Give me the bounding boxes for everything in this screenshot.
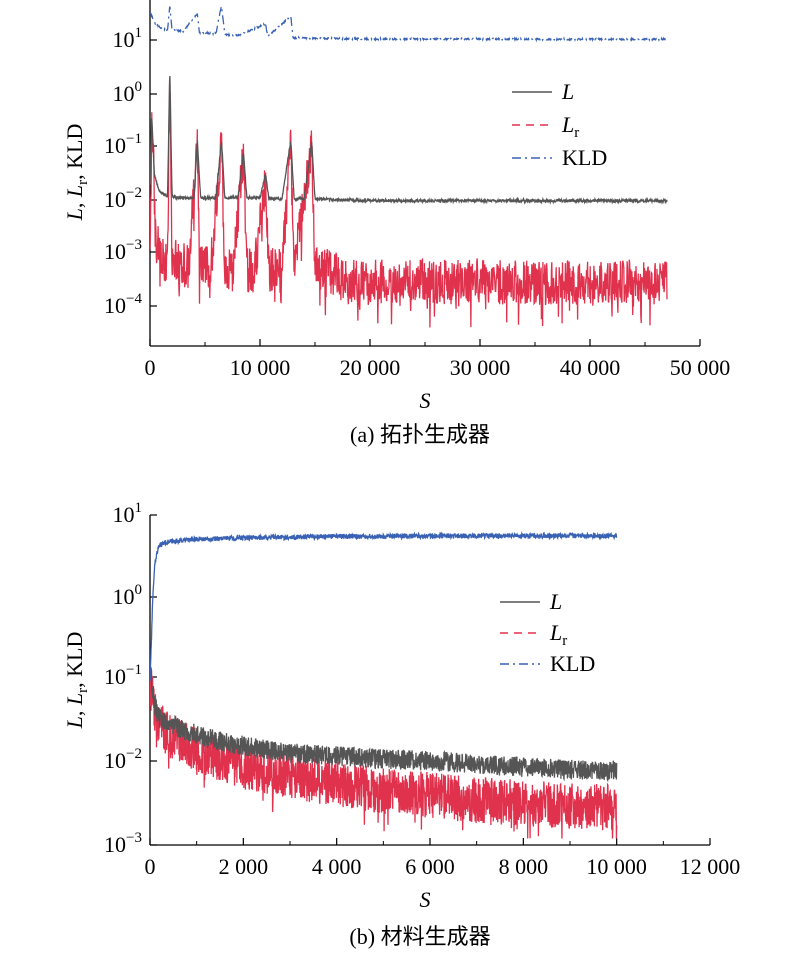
x-tick-label: 6 000 — [405, 854, 455, 879]
y-tick-label: 10−3 — [104, 830, 142, 857]
series-line-l — [150, 666, 618, 783]
x-tick-label: 40 000 — [560, 355, 621, 380]
legend-label-l: L — [561, 79, 574, 104]
y-tick-label: 100 — [113, 79, 143, 106]
x-tick-label: 30 000 — [450, 355, 511, 380]
x-tick-label: 0 — [145, 355, 156, 380]
panel-caption: (b) 材料生成器 — [349, 924, 490, 949]
series-line-l — [150, 75, 668, 205]
x-tick-label: 20 000 — [340, 355, 401, 380]
x-axis-title: S — [420, 388, 431, 413]
legend-label-kld: KLD — [562, 145, 607, 170]
y-axis-title: L, Lr, KLD — [62, 124, 91, 222]
x-axis-title: S — [420, 887, 431, 912]
y-tick-label: 100 — [113, 582, 143, 609]
chart-panel-b: 0 2 000 4 000 6 000 8 000 10 000 12 000 101 100 1… — [62, 500, 740, 949]
legend-label-lr: Lr — [561, 112, 579, 141]
x-tick-label: 10 000 — [586, 854, 647, 879]
y-tick-label: 10−2 — [104, 746, 142, 773]
y-tick-label: 10−1 — [104, 662, 142, 689]
y-tick-label: 101 — [113, 500, 143, 527]
x-tick-label: 50 000 — [670, 355, 731, 380]
legend-label-lr: Lr — [549, 620, 567, 649]
x-tick-label: 0 — [145, 854, 156, 879]
y-tick-label: 10−2 — [104, 185, 142, 212]
x-tick-label: 2 000 — [219, 854, 269, 879]
y-tick-label: 101 — [113, 25, 143, 52]
y-tick-label: 10−3 — [104, 237, 142, 264]
y-axis-title: L, Lr, KLD — [62, 632, 91, 730]
legend-label-l: L — [549, 589, 562, 614]
x-tick-label: 8 000 — [499, 854, 549, 879]
series-line-lr — [150, 82, 668, 328]
y-tick-label: 10−4 — [104, 291, 142, 318]
chart-panel-a: 0 10 000 20 000 30 000 40 000 50 000 101 100 10−… — [62, 0, 730, 447]
series-line-kld — [150, 531, 618, 682]
legend-label-kld: KLD — [550, 651, 595, 676]
y-tick-label: 10−1 — [104, 131, 142, 158]
series-line-kld — [150, 4, 668, 43]
x-tick-label: 4 000 — [312, 854, 362, 879]
x-tick-label: 12 000 — [680, 854, 741, 879]
x-tick-label: 10 000 — [230, 355, 291, 380]
panel-caption: (a) 拓扑生成器 — [350, 422, 490, 447]
